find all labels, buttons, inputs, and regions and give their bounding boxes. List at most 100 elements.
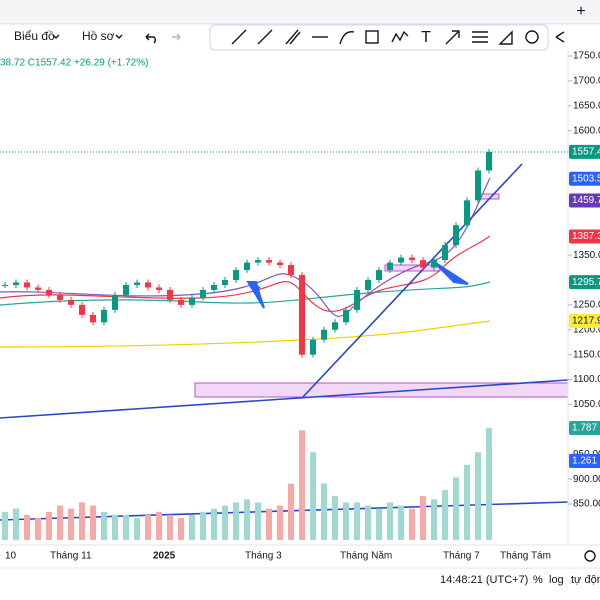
volume-bar — [145, 514, 151, 540]
volume-bar — [464, 464, 470, 540]
price-label: 850.00 — [573, 499, 600, 510]
auto-toggle[interactable]: tự động — [571, 574, 600, 586]
svg-text:T: T — [421, 29, 431, 46]
candle — [145, 282, 151, 288]
price-label: 1200.00 — [573, 324, 600, 335]
settings[interactable] — [584, 550, 596, 562]
volume-bar — [431, 499, 437, 540]
volume-bar — [332, 496, 338, 540]
volume-bar — [134, 518, 140, 540]
volume-bar — [310, 452, 316, 540]
price-tag-label: 1.787 — [572, 423, 597, 434]
volume-bar — [475, 452, 481, 540]
candle — [57, 294, 63, 300]
candle — [112, 294, 118, 310]
redo[interactable] — [172, 33, 181, 41]
arrow — [433, 261, 469, 285]
price-label: 1750.00 — [573, 51, 600, 62]
zone-box — [194, 382, 569, 398]
volume-bar — [398, 505, 404, 540]
volume-bar — [222, 505, 228, 540]
price-tag-label: 1295.7 — [572, 277, 600, 288]
price-label: 1700.00 — [573, 76, 600, 87]
new-tab[interactable]: + — [576, 3, 585, 20]
volume-bar — [112, 514, 118, 540]
price-tag — [569, 193, 600, 208]
volume-bar — [376, 508, 382, 540]
candle — [101, 309, 107, 323]
candle — [156, 287, 162, 290]
drawing-tool-icons[interactable]: T — [231, 29, 565, 46]
candle — [387, 262, 393, 271]
price-label: 1600.00 — [573, 125, 600, 136]
price-tag-label: 1.261 — [572, 456, 597, 467]
candle — [222, 280, 228, 285]
candle — [2, 284, 8, 286]
volume-bar — [101, 511, 107, 540]
volume-bar — [13, 508, 19, 540]
volume-bar — [409, 508, 415, 540]
candle — [277, 262, 283, 266]
time-label: Tháng 11 — [50, 551, 92, 562]
profile-menu[interactable]: Hồ sơ — [82, 29, 115, 43]
price-tag — [569, 313, 600, 328]
trend-line — [301, 163, 523, 399]
candle — [431, 260, 437, 268]
volume-bar — [442, 489, 448, 540]
log-toggle[interactable]: log — [549, 574, 564, 586]
clock: 14:48:21 (UTC+7) — [440, 574, 528, 586]
candle — [409, 257, 415, 261]
price-tag — [569, 421, 600, 435]
volume-bar — [35, 518, 41, 540]
candle — [288, 265, 294, 276]
volume-bar — [24, 514, 30, 540]
chart-menu[interactable]: Biểu đồ — [14, 29, 55, 43]
chevron — [52, 34, 60, 39]
price-tag-label: 1557.4 — [572, 147, 600, 158]
candle — [321, 329, 327, 340]
candle — [90, 314, 96, 323]
candle — [442, 245, 448, 261]
price-tag — [569, 275, 600, 290]
volume-bar — [2, 511, 8, 540]
candle — [453, 225, 459, 246]
candle — [332, 322, 338, 330]
volume-bar — [266, 508, 272, 540]
candle — [310, 339, 316, 355]
candle — [299, 275, 305, 355]
candle — [79, 304, 85, 315]
candle — [354, 289, 360, 310]
volume-bar — [178, 518, 184, 540]
volume-bar — [156, 511, 162, 540]
price-label: 1100.00 — [573, 374, 600, 385]
volume-bar — [288, 483, 294, 540]
undo[interactable] — [145, 33, 156, 44]
volume-bar — [343, 502, 349, 540]
candle — [266, 260, 272, 263]
time-label: 10 — [5, 551, 17, 562]
candle — [420, 260, 426, 268]
candle — [178, 299, 184, 305]
candle — [376, 270, 382, 280]
volume-bar — [244, 499, 250, 540]
moving-average — [0, 320, 491, 348]
price-tag-label: 1459.7 — [572, 195, 600, 206]
volume-bar — [277, 505, 283, 540]
volume-bar — [486, 428, 492, 540]
candle — [189, 297, 195, 305]
drawing-tools — [209, 24, 549, 51]
price-tag — [569, 144, 600, 159]
candle — [398, 257, 404, 263]
time-label: 2025 — [153, 551, 176, 562]
candle — [35, 287, 41, 290]
candle — [13, 282, 19, 285]
candle — [200, 289, 206, 298]
percent-toggle[interactable]: % — [533, 574, 543, 586]
volume-bar — [167, 514, 173, 540]
volume-bar — [453, 477, 459, 540]
price-tag-label: 1503.5 — [572, 173, 600, 184]
price-tag — [569, 453, 600, 468]
time-label: Tháng Tám — [500, 551, 551, 562]
volume-bar — [255, 502, 261, 540]
